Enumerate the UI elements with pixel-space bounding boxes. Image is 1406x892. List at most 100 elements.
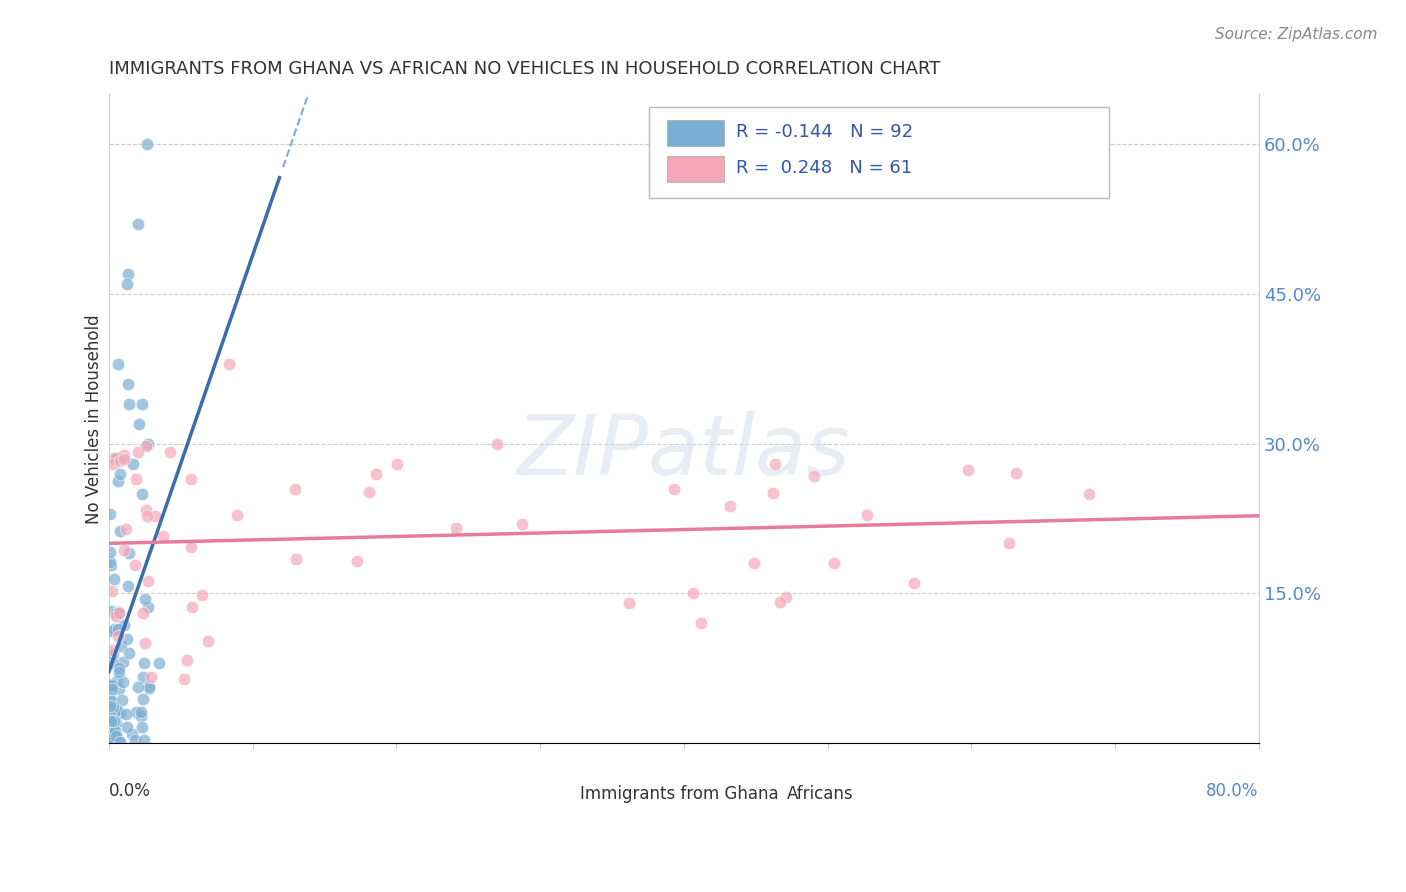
Immigrants from Ghana bbox=[118, 646, 141, 660]
Immigrants from Ghana bbox=[100, 710, 122, 724]
Immigrants from Ghana bbox=[100, 713, 122, 727]
Africans bbox=[136, 574, 159, 588]
Africans bbox=[112, 452, 135, 467]
Immigrants from Ghana bbox=[98, 508, 121, 522]
Africans bbox=[359, 485, 381, 500]
Africans bbox=[1077, 486, 1099, 500]
Africans bbox=[510, 516, 533, 531]
Immigrants from Ghana bbox=[121, 727, 143, 741]
Africans bbox=[152, 529, 174, 543]
Immigrants from Ghana bbox=[103, 572, 125, 586]
Immigrants from Ghana bbox=[115, 277, 138, 291]
Immigrants from Ghana bbox=[132, 732, 155, 747]
Immigrants from Ghana bbox=[100, 713, 122, 727]
Immigrants from Ghana bbox=[138, 681, 160, 695]
Text: R = -0.144   N = 92: R = -0.144 N = 92 bbox=[735, 123, 912, 141]
Text: ZIPatlas: ZIPatlas bbox=[517, 410, 851, 491]
Africans bbox=[662, 482, 685, 496]
Africans bbox=[682, 586, 704, 600]
FancyBboxPatch shape bbox=[544, 784, 576, 803]
Immigrants from Ghana bbox=[108, 524, 131, 538]
Immigrants from Ghana bbox=[108, 733, 131, 747]
Immigrants from Ghana bbox=[100, 677, 122, 691]
Africans bbox=[180, 540, 202, 554]
Immigrants from Ghana bbox=[101, 735, 124, 749]
Immigrants from Ghana bbox=[117, 579, 139, 593]
Africans bbox=[763, 458, 786, 472]
Immigrants from Ghana bbox=[136, 600, 159, 615]
Immigrants from Ghana bbox=[100, 694, 122, 708]
Africans bbox=[225, 508, 247, 522]
Immigrants from Ghana bbox=[103, 714, 125, 728]
Africans bbox=[135, 439, 157, 453]
Immigrants from Ghana bbox=[110, 639, 132, 653]
Africans bbox=[617, 596, 640, 610]
Africans bbox=[803, 468, 825, 483]
Immigrants from Ghana bbox=[101, 700, 124, 714]
Africans bbox=[101, 584, 124, 599]
Africans bbox=[107, 606, 129, 620]
Africans bbox=[769, 595, 792, 609]
Immigrants from Ghana bbox=[112, 674, 135, 689]
Immigrants from Ghana bbox=[107, 474, 129, 488]
Immigrants from Ghana bbox=[131, 720, 153, 734]
Immigrants from Ghana bbox=[98, 726, 121, 740]
Immigrants from Ghana bbox=[107, 665, 129, 679]
Immigrants from Ghana bbox=[105, 703, 128, 717]
Africans bbox=[125, 472, 148, 486]
Africans bbox=[131, 606, 153, 620]
Africans bbox=[744, 557, 766, 571]
Immigrants from Ghana bbox=[134, 592, 156, 607]
Immigrants from Ghana bbox=[100, 691, 122, 706]
Immigrants from Ghana bbox=[103, 622, 125, 636]
Immigrants from Ghana bbox=[100, 727, 122, 741]
Text: R =  0.248   N = 61: R = 0.248 N = 61 bbox=[735, 159, 911, 177]
Immigrants from Ghana bbox=[101, 656, 124, 670]
Immigrants from Ghana bbox=[132, 691, 155, 706]
Immigrants from Ghana bbox=[128, 417, 150, 431]
Immigrants from Ghana bbox=[117, 267, 139, 281]
Africans bbox=[718, 499, 741, 513]
Immigrants from Ghana bbox=[136, 436, 159, 450]
Immigrants from Ghana bbox=[107, 622, 129, 636]
Immigrants from Ghana bbox=[110, 467, 132, 481]
Africans bbox=[823, 556, 845, 570]
Africans bbox=[159, 444, 181, 458]
Africans bbox=[139, 670, 162, 684]
Immigrants from Ghana bbox=[148, 656, 170, 670]
Africans bbox=[218, 357, 240, 371]
Immigrants from Ghana bbox=[111, 655, 134, 669]
Immigrants from Ghana bbox=[108, 661, 131, 675]
Immigrants from Ghana bbox=[117, 632, 139, 646]
Immigrants from Ghana bbox=[104, 606, 127, 620]
Africans bbox=[176, 653, 198, 667]
Immigrants from Ghana bbox=[100, 604, 122, 618]
Immigrants from Ghana bbox=[98, 679, 121, 693]
Immigrants from Ghana bbox=[100, 714, 122, 729]
FancyBboxPatch shape bbox=[751, 784, 783, 803]
Africans bbox=[690, 616, 713, 631]
Immigrants from Ghana bbox=[105, 451, 128, 466]
Immigrants from Ghana bbox=[101, 678, 124, 692]
Immigrants from Ghana bbox=[122, 457, 145, 471]
Immigrants from Ghana bbox=[115, 707, 138, 722]
Africans bbox=[956, 463, 979, 477]
FancyBboxPatch shape bbox=[650, 107, 1109, 198]
Africans bbox=[1004, 466, 1026, 480]
Africans bbox=[127, 445, 149, 459]
Africans bbox=[135, 509, 157, 524]
Immigrants from Ghana bbox=[107, 357, 129, 371]
Immigrants from Ghana bbox=[138, 679, 160, 693]
Immigrants from Ghana bbox=[98, 545, 121, 559]
Immigrants from Ghana bbox=[108, 681, 131, 696]
Immigrants from Ghana bbox=[118, 546, 141, 560]
Text: Africans: Africans bbox=[787, 785, 853, 803]
Immigrants from Ghana bbox=[98, 555, 121, 569]
Immigrants from Ghana bbox=[136, 137, 159, 152]
Immigrants from Ghana bbox=[125, 705, 148, 719]
Africans bbox=[485, 436, 508, 450]
Immigrants from Ghana bbox=[131, 397, 153, 411]
Immigrants from Ghana bbox=[112, 618, 135, 632]
Y-axis label: No Vehicles in Household: No Vehicles in Household bbox=[86, 314, 103, 524]
Africans bbox=[180, 472, 202, 486]
